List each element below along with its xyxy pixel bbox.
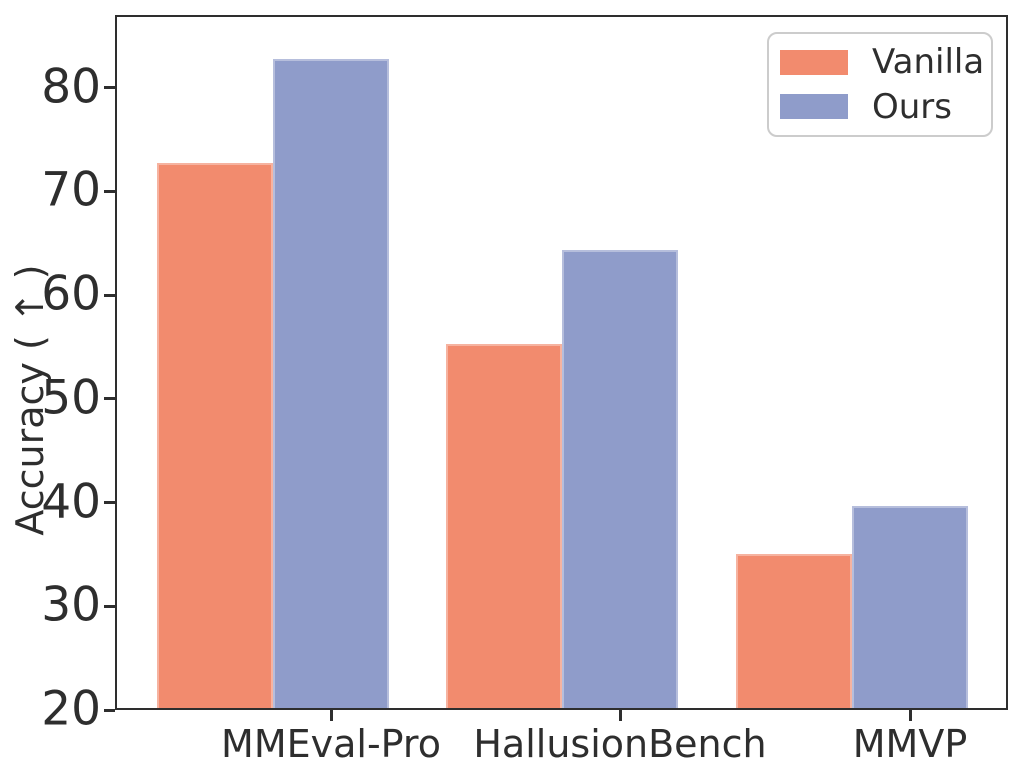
legend-swatch-ours-icon — [780, 94, 848, 120]
x-tick-mark — [329, 710, 333, 721]
y-tick-mark — [104, 708, 115, 712]
bar-ours-mmeval-pro — [273, 58, 389, 710]
y-tick-mark — [104, 501, 115, 505]
legend-item-ours: Ours — [769, 90, 991, 124]
legend-item-vanilla: Vanilla — [769, 45, 991, 79]
y-tick-label: 80 — [41, 59, 101, 115]
legend-label-ours: Ours — [872, 86, 953, 127]
y-tick-mark — [104, 604, 115, 608]
bar-ours-hallusionbench — [562, 250, 678, 710]
y-tick-label: 70 — [41, 162, 101, 218]
bar-ours-mmvp — [852, 505, 968, 710]
y-tick-mark — [104, 86, 115, 90]
bar-vanilla-mmeval-pro — [157, 163, 273, 710]
legend: Vanilla Ours — [767, 32, 993, 137]
legend-swatch-vanilla-icon — [780, 49, 848, 75]
y-tick-label: 30 — [41, 577, 101, 633]
y-tick-mark — [104, 293, 115, 297]
x-category-label: HallusionBench — [473, 722, 767, 766]
bar-vanilla-hallusionbench — [446, 343, 562, 710]
x-tick-mark — [908, 710, 912, 721]
x-category-label: MMEval-Pro — [221, 722, 441, 766]
y-tick-label: 40 — [41, 474, 101, 530]
y-tick-mark — [104, 397, 115, 401]
y-tick-label: 50 — [41, 370, 101, 426]
y-tick-label: 60 — [41, 266, 101, 322]
bar-vanilla-mmvp — [736, 554, 852, 710]
y-tick-label: 20 — [41, 681, 101, 737]
legend-label-vanilla: Vanilla — [872, 42, 985, 83]
x-tick-mark — [618, 710, 622, 721]
x-category-label: MMVP — [852, 722, 968, 766]
y-tick-mark — [104, 189, 115, 193]
